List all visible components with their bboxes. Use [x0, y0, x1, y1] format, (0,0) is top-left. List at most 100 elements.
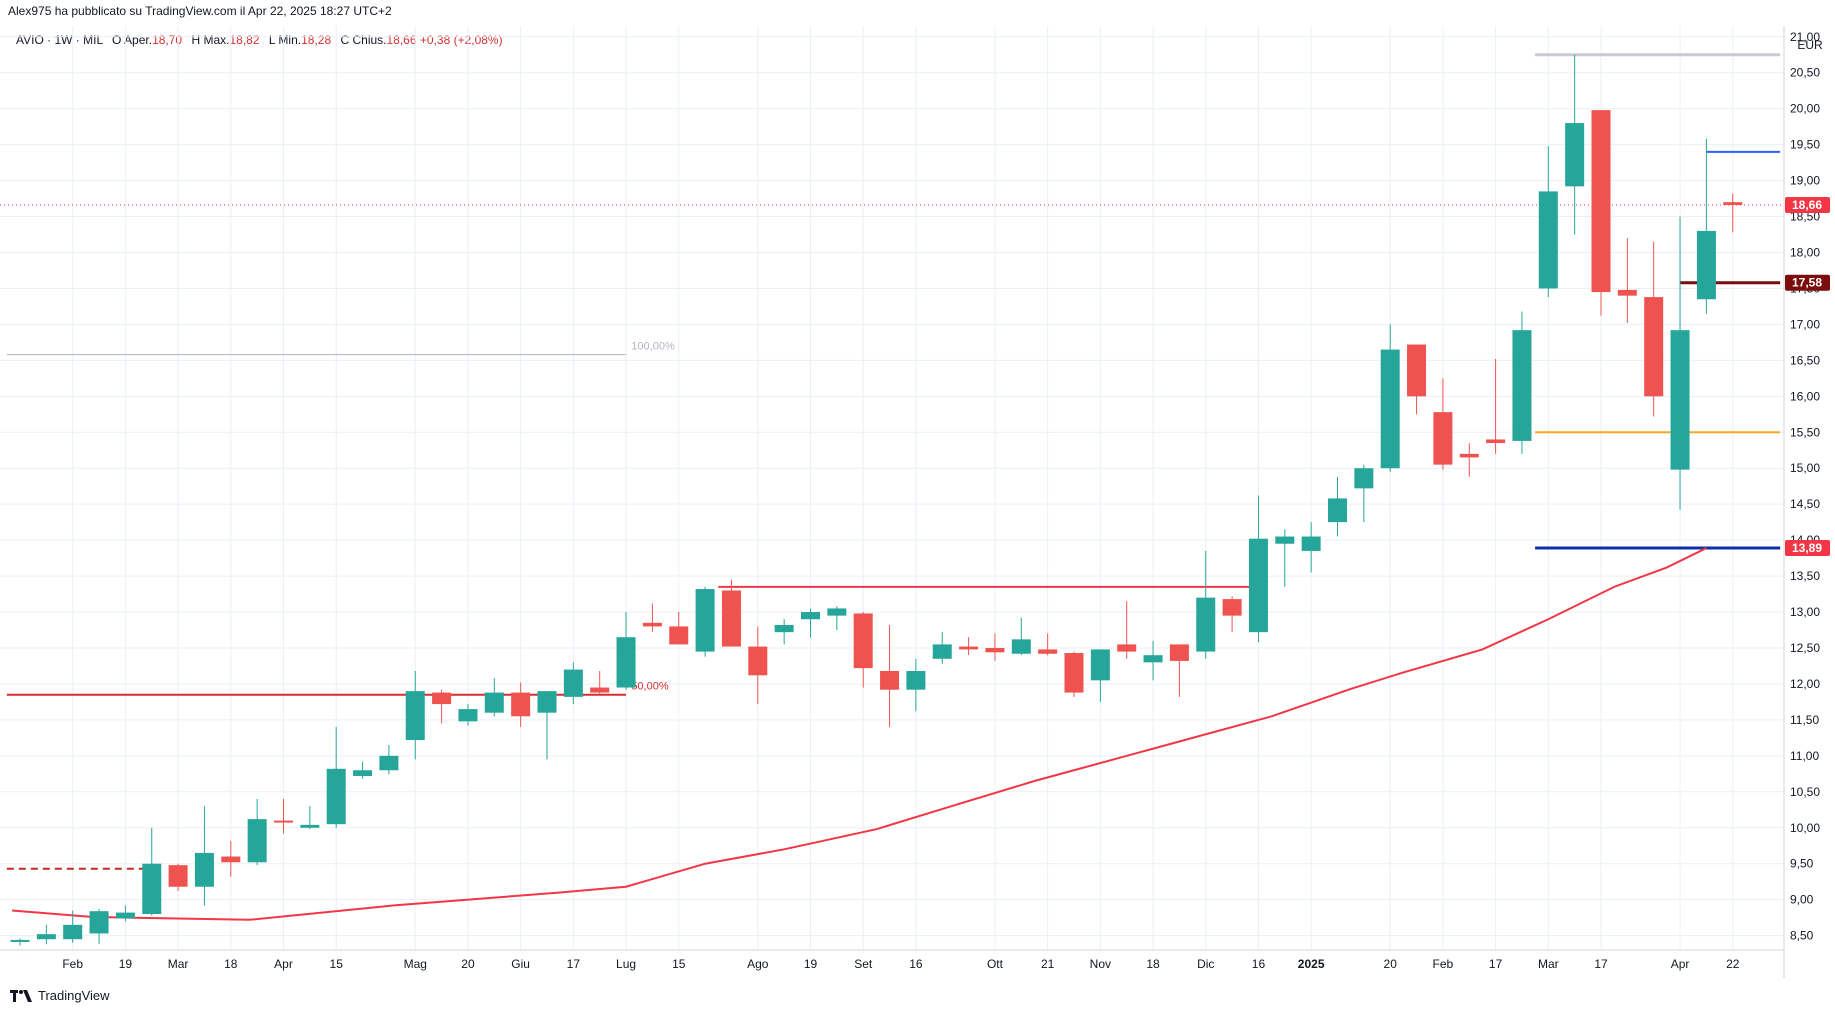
candle-body	[1459, 453, 1479, 458]
candle	[1459, 443, 1479, 477]
x-tick-label: 21	[1041, 957, 1055, 971]
fib-level-label: 100,00%	[631, 341, 675, 353]
candle-body	[36, 934, 56, 940]
tradingview-brand: TradingView	[38, 988, 110, 1003]
x-tick-label: 20	[1384, 957, 1398, 971]
candle	[563, 662, 583, 705]
x-tick-label: 15	[672, 957, 686, 971]
candle	[326, 727, 346, 828]
candle	[1354, 464, 1374, 523]
candle-body	[484, 692, 504, 713]
candle-body	[1117, 644, 1137, 652]
candle-body	[774, 624, 794, 633]
x-tick-label: 20	[461, 957, 475, 971]
candle	[537, 691, 557, 760]
candle	[353, 761, 373, 779]
candle	[1169, 644, 1189, 697]
candle	[590, 671, 610, 695]
moving-average-line	[12, 547, 1707, 921]
candles[interactable]	[10, 54, 1743, 946]
candle	[194, 806, 214, 906]
candle	[827, 606, 847, 631]
candle-body	[1064, 653, 1084, 693]
candle-body	[142, 863, 162, 915]
y-axis[interactable]: 8,50 9,00 9,50 10,00 10,50 11,00 11,50 12,00 12,…	[1790, 30, 1820, 943]
y-tick-label: 18,50	[1790, 210, 1820, 224]
high-key: H	[191, 33, 201, 47]
candle-body	[432, 692, 452, 705]
y-tick-label: 13,50	[1790, 569, 1820, 583]
candle-body	[1670, 330, 1690, 470]
candle	[1512, 311, 1532, 454]
candle	[379, 745, 399, 775]
price-tag-label: 13,89	[1792, 541, 1822, 555]
moving-average	[12, 547, 1707, 921]
candle	[1407, 344, 1427, 415]
x-tick-label: Set	[854, 957, 873, 971]
candle-body	[1512, 330, 1532, 441]
candle-body	[1275, 536, 1295, 544]
candle	[1064, 651, 1084, 697]
candle	[115, 905, 135, 922]
candle	[432, 689, 452, 724]
y-tick-label: 9,00	[1790, 893, 1814, 907]
candle	[300, 806, 320, 830]
candle	[1275, 529, 1295, 587]
candle-body	[853, 613, 873, 669]
drawing-lines[interactable]: 100,00% 50,00%	[0, 53, 1784, 870]
candle-body	[748, 646, 768, 676]
candle-body	[379, 755, 399, 771]
candle	[405, 671, 425, 760]
candle	[63, 910, 83, 943]
candle-body	[1248, 538, 1268, 633]
candle	[1090, 649, 1110, 702]
x-tick-label: Lug	[616, 957, 636, 971]
candle-body	[221, 856, 241, 863]
y-tick-label: 17,00	[1790, 317, 1820, 331]
candle-body	[1038, 649, 1058, 654]
candle	[1222, 596, 1242, 633]
candle-body	[1169, 644, 1189, 661]
x-axis[interactable]: Feb 19 Mar 18 Apr 15 Mag 20 Giu 17 Lug 15 Ago 19 Set 16…	[62, 957, 1739, 971]
candle	[484, 678, 504, 717]
candle-body	[537, 691, 557, 713]
tradingview-logo[interactable]: TradingView	[10, 988, 110, 1003]
x-tick-label: Ago	[747, 957, 769, 971]
candle-body	[458, 709, 478, 722]
x-tick-label: 19	[119, 957, 133, 971]
candle-body	[194, 852, 214, 887]
candle-body	[616, 637, 636, 688]
candle	[458, 704, 478, 726]
candle	[1644, 241, 1664, 417]
x-tick-label: Ott	[987, 957, 1004, 971]
y-tick-label: 19,50	[1790, 138, 1820, 152]
x-tick-label: 16	[909, 957, 923, 971]
candle	[1433, 378, 1453, 470]
candle-body	[695, 589, 715, 652]
candle	[1565, 54, 1585, 235]
candle	[89, 909, 109, 945]
candle-body	[1196, 597, 1216, 652]
open-key: O	[112, 33, 122, 47]
candle	[642, 603, 662, 633]
candle-body	[115, 912, 135, 919]
currency-label: EUR	[1797, 38, 1823, 52]
y-tick-label: 10,50	[1790, 785, 1820, 799]
x-tick-label: 18	[224, 957, 238, 971]
candle	[511, 682, 531, 728]
price-tag-label: 17,58	[1792, 276, 1822, 290]
candle-body	[326, 768, 346, 825]
x-tick-label: 19	[804, 957, 818, 971]
candle	[247, 798, 267, 866]
x-tick-label: 17	[1489, 957, 1503, 971]
candle-body	[1354, 468, 1374, 489]
x-tick-label: 15	[330, 957, 344, 971]
candle-body	[1011, 639, 1031, 654]
candle-body	[89, 911, 109, 934]
candle	[1723, 193, 1743, 233]
candle-body	[1538, 191, 1558, 289]
y-tick-label: 16,00	[1790, 389, 1820, 403]
candle-body	[801, 612, 820, 620]
y-tick-label: 18,00	[1790, 246, 1820, 260]
